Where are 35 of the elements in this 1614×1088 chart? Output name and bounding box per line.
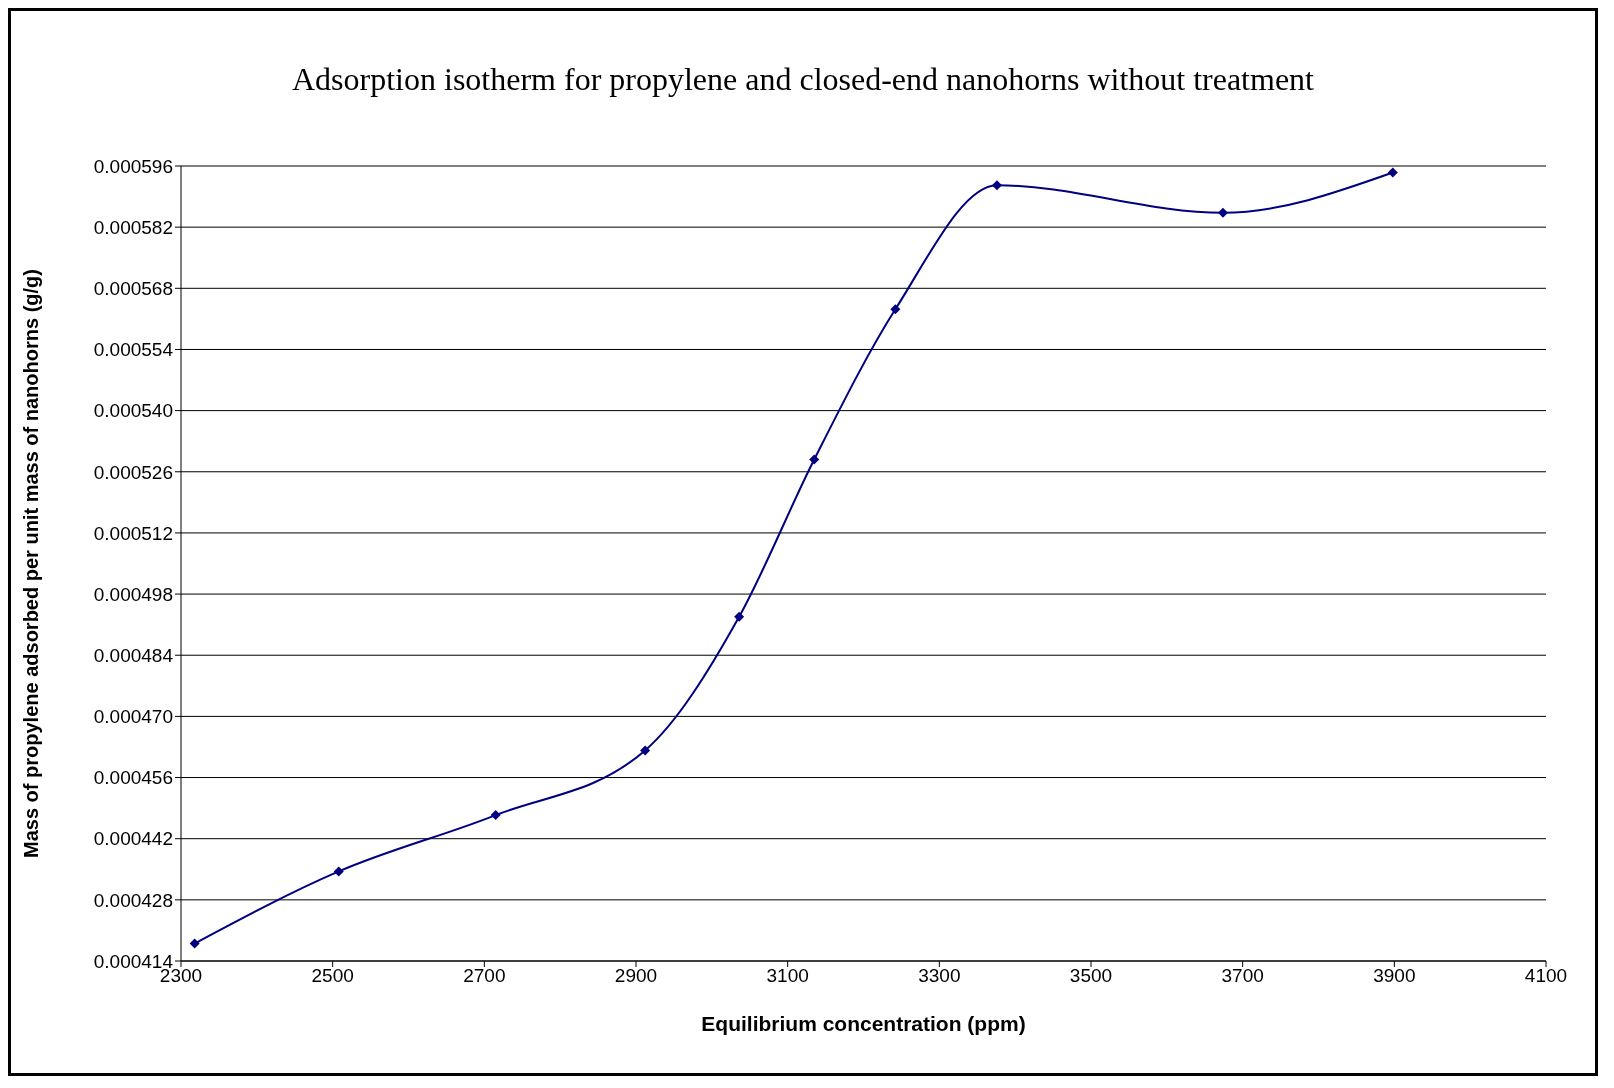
point xyxy=(991,180,1002,191)
chart-title: Adsorption isotherm for propylene and closed-end nanohorns without treatment xyxy=(291,60,1315,99)
y-tick-label: 0.000484 xyxy=(93,644,174,666)
x-tick-label: 3700 xyxy=(1221,965,1264,987)
point xyxy=(333,866,344,877)
point xyxy=(189,938,200,949)
point xyxy=(640,745,651,756)
x-tick-label: 2500 xyxy=(311,965,354,987)
point xyxy=(1387,167,1398,178)
y-tick-label: 0.000512 xyxy=(93,522,173,544)
x-axis-title: Equilibrium concentration (ppm) xyxy=(701,1012,1026,1035)
y-tick-label: 0.000540 xyxy=(93,400,173,422)
x-tick-label: 2900 xyxy=(614,965,658,987)
y-tick-label: 0.000554 xyxy=(93,339,174,361)
point xyxy=(809,454,820,465)
point xyxy=(890,304,901,315)
y-tick-label: 0.000470 xyxy=(93,706,173,728)
y-tick-label: 0.000498 xyxy=(93,583,173,605)
y-tick-label: 0.000428 xyxy=(93,889,173,911)
y-axis-title: Mass of propylene adsorbed per unit mass of nanohorns (g/g) xyxy=(20,269,43,858)
point xyxy=(734,611,745,622)
y-tick-label: 0.000568 xyxy=(93,278,173,300)
y-tick-label: 0.000582 xyxy=(93,216,173,238)
x-tick-label: 4100 xyxy=(1524,965,1568,987)
x-tick-label: 2700 xyxy=(463,965,506,987)
y-tick-label: 0.000526 xyxy=(93,461,173,483)
point xyxy=(1217,207,1228,218)
y-tick-label: 0.000596 xyxy=(93,155,173,177)
x-tick-label: 3100 xyxy=(766,965,809,987)
x-tick-label: 3300 xyxy=(918,965,961,987)
point xyxy=(490,810,501,821)
y-tick-label: 0.000442 xyxy=(93,828,173,850)
x-tick-label: 3900 xyxy=(1373,965,1416,987)
x-tick-label: 3500 xyxy=(1069,965,1113,987)
y-tick-label: 0.000456 xyxy=(93,767,173,789)
